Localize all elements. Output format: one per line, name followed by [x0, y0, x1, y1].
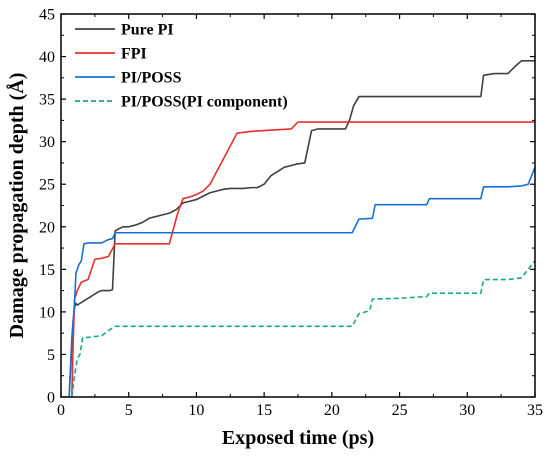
y-tick-label: 5 [47, 347, 55, 364]
x-tick-label: 0 [57, 402, 65, 419]
series-line-1 [68, 60, 535, 398]
x-axis-title: Exposed time (ps) [222, 427, 374, 449]
x-tick-label: 10 [188, 402, 204, 419]
x-tick-label: 30 [459, 402, 475, 419]
legend-label-4: PI/POSS(PI component) [121, 94, 288, 111]
legend-label-1: Pure PI [121, 22, 174, 39]
x-tick-label: 20 [324, 402, 340, 419]
x-tick-label: 15 [256, 402, 272, 419]
y-tick-label: 40 [39, 49, 55, 66]
y-tick-label: 35 [39, 92, 55, 109]
legend-label-3: PI/POSS [121, 70, 182, 87]
series-line-2 [71, 121, 535, 398]
x-tick-label: 35 [527, 402, 543, 419]
y-tick-label: 10 [39, 304, 55, 321]
ticks-layer: 0 5 10 15 20 25 30 35 0 5 10 15 20 25 30 35 40 45 [39, 7, 543, 420]
y-tick-label: 25 [39, 177, 55, 194]
series-layer [68, 60, 536, 398]
series-line-3 [68, 166, 536, 398]
x-tick-label: 5 [125, 402, 133, 419]
y-tick-label: 30 [39, 134, 55, 151]
y-tick-label: 0 [47, 390, 55, 407]
y-axis-title: Damage propagation depth (Å) [5, 73, 28, 339]
legend-label-2: FPI [121, 46, 147, 63]
series-line-4 [71, 260, 536, 398]
x-tick-label: 25 [392, 402, 408, 419]
y-tick-label: 45 [39, 7, 55, 24]
y-tick-label: 20 [39, 219, 55, 236]
legend: Pure PI FPI PI/POSS PI/POSS(PI component) [75, 22, 288, 111]
y-tick-label: 15 [39, 262, 55, 279]
